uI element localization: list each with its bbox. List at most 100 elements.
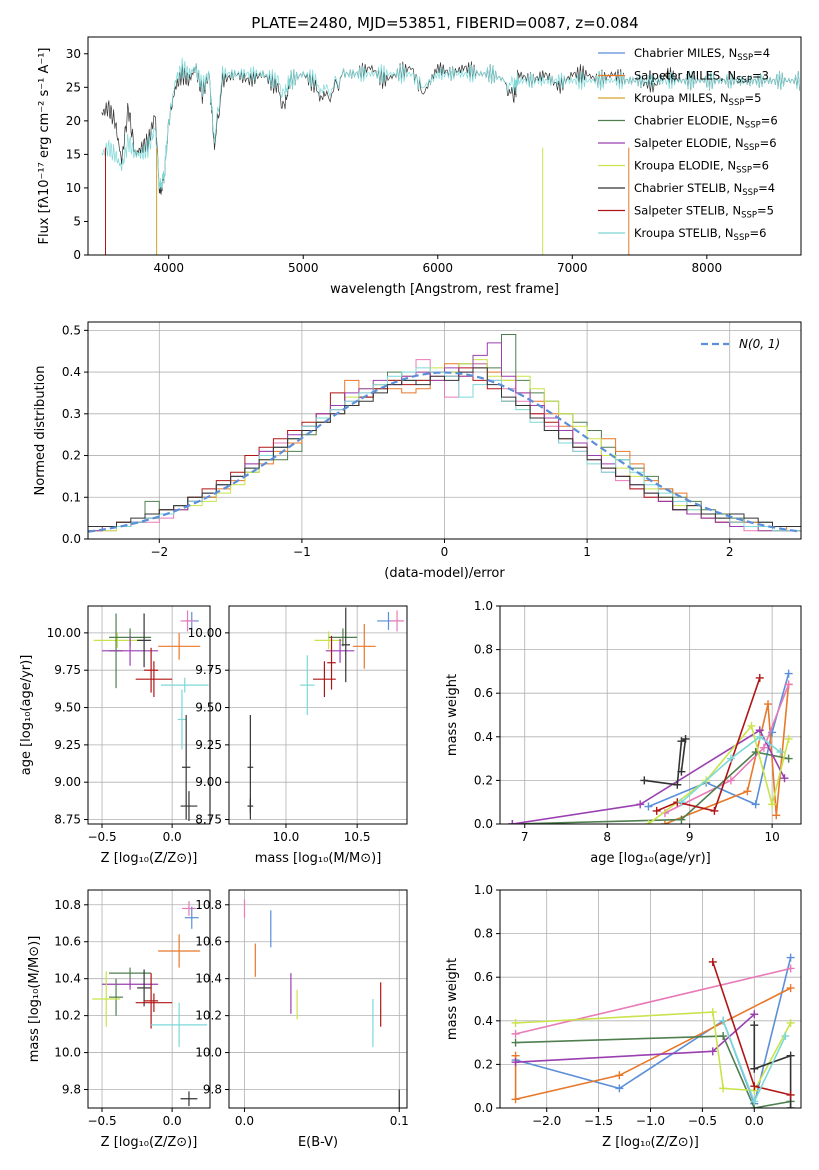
weight-marker <box>652 806 661 815</box>
y-tick-label: 9.25 <box>54 738 81 752</box>
x-tick-label: −1 <box>293 545 311 559</box>
x-tick-label: 8 <box>603 830 611 844</box>
weight-marker <box>747 721 756 730</box>
x-axis-label: Z [log₁₀(Z/Z⊙)] <box>101 851 198 866</box>
legend-label: Kroupa STELIB, NSSP=6 <box>634 226 766 243</box>
weight-marker <box>511 1058 520 1067</box>
weight-marker <box>660 820 669 824</box>
legend-label: N(0, 1) <box>739 337 780 351</box>
axes-frame <box>499 605 802 825</box>
legend-label: Kroupa ELODIE, NSSP=6 <box>634 159 769 176</box>
y-tick-label: 9.25 <box>195 738 222 752</box>
weight-marker <box>751 800 760 809</box>
legend-label-tail: =5 <box>757 204 774 218</box>
legend-label-main: Chabrier STELIB, N <box>634 181 742 195</box>
legend-label-main: Kroupa ELODIE, N <box>634 159 736 173</box>
weight-marker <box>511 1095 520 1104</box>
y-tick-label: 10.6 <box>54 935 81 949</box>
legend-label: Salpeter MILES, NSSP=3 <box>634 69 769 86</box>
weight-marker <box>677 767 686 776</box>
errorbar-point <box>137 969 152 1007</box>
x-tick-label: 5000 <box>288 261 319 275</box>
y-tick-label: 9.75 <box>195 663 222 677</box>
panel-residuals: −2 −1 0 1 2 0.0 0.1 0.2 0.3 0.4 0.5 (data-model)/er… <box>33 321 802 581</box>
weight-marker <box>673 780 682 789</box>
weight-line <box>647 724 790 824</box>
x-tick-label: 7 <box>521 830 529 844</box>
legend-label-tail: =6 <box>752 159 769 173</box>
legend-label-tail: =4 <box>758 181 775 195</box>
legend-label-main: Kroupa STELIB, N <box>634 226 734 240</box>
weight-marker <box>743 787 752 796</box>
weight-line <box>680 735 781 803</box>
plot-area-mass_vs_ebv <box>243 899 400 1108</box>
errorbar-point <box>102 978 159 990</box>
y-tick-label: 0.2 <box>474 773 493 787</box>
weight-marker <box>508 820 517 824</box>
weight-marker <box>776 748 785 757</box>
y-tick-label: 0.4 <box>474 1014 493 1028</box>
y-tick-label: 10.6 <box>195 935 222 949</box>
x-axis-label: Z [log₁₀(Z/Z⊙)] <box>602 1135 699 1150</box>
normal-curve <box>88 371 801 533</box>
weight-line <box>664 684 790 814</box>
weight-series <box>677 732 785 807</box>
legend-label-tail: =6 <box>760 136 777 150</box>
weight-series <box>511 964 795 1038</box>
weight-marker <box>786 1051 795 1060</box>
errorbar-point <box>158 632 201 660</box>
weight-marker <box>755 732 764 741</box>
weight-marker <box>784 680 793 689</box>
legend-label-tail: =5 <box>744 91 761 105</box>
legend-label-tail: =3 <box>752 69 769 83</box>
weight-marker <box>750 1097 759 1106</box>
weight-marker <box>786 953 795 962</box>
errorbar-point <box>109 978 124 1016</box>
legend-label: Chabrier MILES, NSSP=4 <box>634 46 770 63</box>
legend-label-main: Salpeter ELODIE, N <box>634 136 744 150</box>
y-tick-label: 0.4 <box>474 730 493 744</box>
y-tick-label: 0.8 <box>474 927 493 941</box>
weight-marker <box>786 1090 795 1099</box>
weight-marker <box>719 1016 728 1025</box>
weight-line <box>656 677 761 812</box>
weight-series <box>511 953 795 1108</box>
errorbar-point <box>180 1091 198 1107</box>
y-tick-label: 10.00 <box>47 626 81 640</box>
x-tick-label: −0.5 <box>87 1114 116 1128</box>
y-tick-label: 20 <box>66 114 81 128</box>
weight-marker <box>750 1064 759 1073</box>
y-tick-label: 0.2 <box>474 1057 493 1071</box>
x-axis-label: age [log₁₀(age/yr)] <box>590 851 711 866</box>
weight-marker <box>677 798 686 807</box>
weight-line <box>644 737 687 786</box>
weight-marker <box>615 1071 624 1080</box>
errorbar-point <box>184 906 199 929</box>
y-tick-label: 9.8 <box>62 1083 81 1097</box>
x-tick-label: 0 <box>441 545 449 559</box>
weight-marker <box>759 743 768 752</box>
errorbar-point <box>300 655 315 715</box>
y-axis-label: mass weight <box>445 674 460 756</box>
y-tick-label: 9.75 <box>54 663 81 677</box>
legend-label-main: Kroupa MILES, N <box>634 91 729 105</box>
spectrum-line <box>101 57 801 191</box>
y-tick-label: 9.00 <box>54 775 81 789</box>
errorbar-point <box>92 971 121 1027</box>
y-tick-label: 0.5 <box>62 323 81 337</box>
weight-marker <box>708 1047 717 1056</box>
errorbar-point <box>137 613 152 668</box>
errorbar-point <box>341 607 351 683</box>
legend-label-main: Chabrier MILES, N <box>634 46 737 60</box>
weight-marker <box>636 800 645 809</box>
weight-marker <box>677 815 686 824</box>
weight-series <box>511 984 795 1104</box>
weight-line <box>512 729 786 824</box>
y-tick-label: 0.0 <box>62 532 81 546</box>
y-tick-label: 0.0 <box>474 1101 493 1115</box>
errorbar-point <box>151 1002 208 1048</box>
weight-marker <box>772 811 781 820</box>
y-tick-label: 0.6 <box>474 686 493 700</box>
y-tick-label: 0 <box>73 248 81 262</box>
